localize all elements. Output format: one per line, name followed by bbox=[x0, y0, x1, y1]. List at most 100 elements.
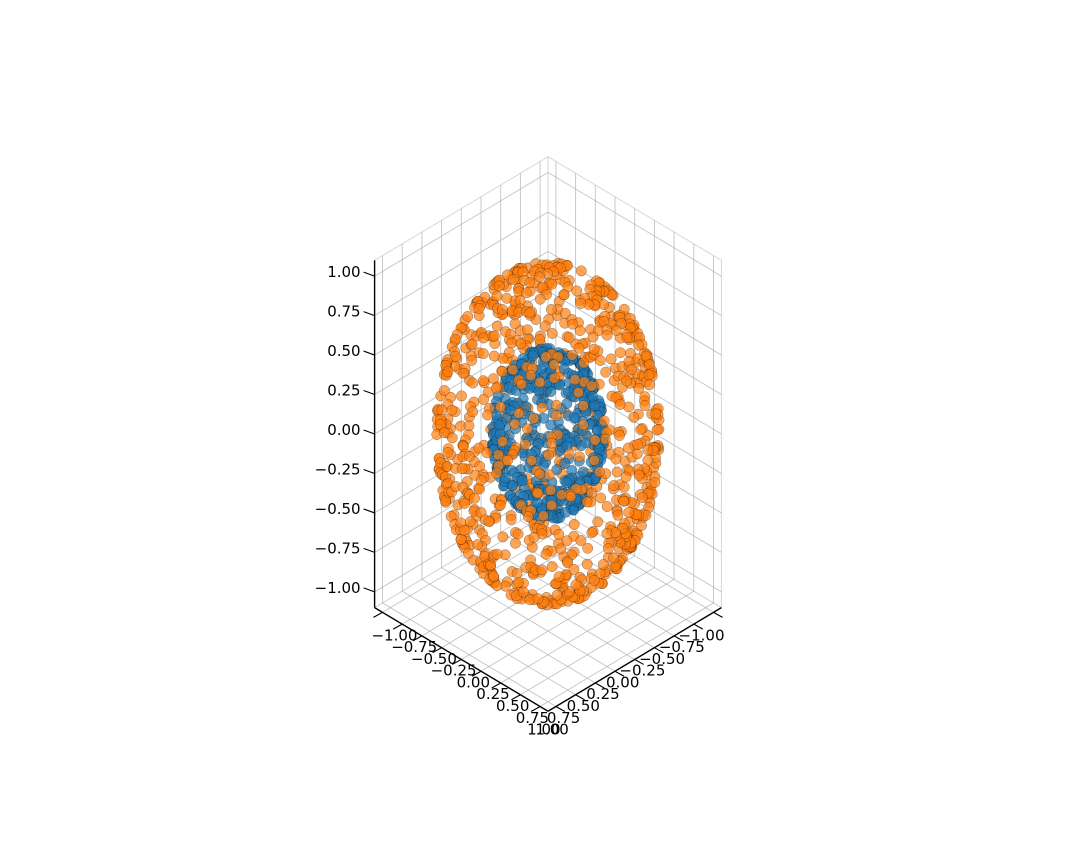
data-point-series-2 bbox=[551, 589, 563, 601]
data-point-series-2 bbox=[473, 303, 485, 314]
data-point-series-2 bbox=[643, 369, 655, 381]
data-point-series-2 bbox=[601, 329, 613, 341]
z-tick bbox=[363, 468, 375, 474]
data-point-series-2 bbox=[548, 359, 560, 371]
data-point-series-2 bbox=[563, 448, 575, 460]
data-point-series-2 bbox=[621, 375, 633, 387]
data-point-series-2 bbox=[628, 411, 640, 423]
data-point-series-2 bbox=[633, 382, 645, 394]
data-point-series-2 bbox=[522, 423, 533, 435]
data-point-series-2 bbox=[522, 324, 533, 336]
data-point-series-2 bbox=[635, 424, 647, 435]
data-point-series-2 bbox=[568, 564, 580, 575]
data-point-series-2 bbox=[559, 307, 571, 319]
data-point-series-2 bbox=[449, 350, 461, 362]
data-point-series-2 bbox=[563, 332, 575, 343]
data-point-series-2 bbox=[438, 385, 450, 396]
data-point-series-2 bbox=[601, 528, 613, 539]
data-point-series-2 bbox=[568, 519, 580, 530]
data-point-series-2 bbox=[636, 492, 648, 503]
data-point-series-2 bbox=[446, 432, 458, 444]
data-point-series-2 bbox=[644, 379, 656, 390]
data-point-series-2 bbox=[491, 548, 503, 560]
y-tick bbox=[452, 658, 462, 665]
data-point-series-1 bbox=[527, 350, 539, 362]
data-point-series-2 bbox=[573, 342, 585, 354]
y-tick bbox=[471, 670, 482, 677]
data-point-series-2 bbox=[593, 466, 605, 478]
data-point-series-2 bbox=[521, 287, 532, 299]
data-point-series-2 bbox=[464, 516, 476, 528]
data-point-series-2 bbox=[462, 547, 474, 559]
data-point-series-2 bbox=[466, 354, 478, 366]
z-tick-label: −0.50 bbox=[315, 500, 361, 518]
data-point-series-2 bbox=[482, 409, 493, 421]
data-point-series-2 bbox=[510, 537, 521, 549]
data-point-series-2 bbox=[520, 439, 531, 450]
data-point-series-2 bbox=[540, 351, 552, 363]
data-point-series-2 bbox=[600, 366, 612, 378]
y-tick-label: −0.25 bbox=[431, 662, 477, 680]
data-point-series-2 bbox=[558, 289, 570, 301]
y-tick bbox=[530, 706, 541, 713]
data-point-series-2 bbox=[532, 593, 544, 605]
data-point-series-2 bbox=[456, 390, 467, 402]
data-point-series-2 bbox=[595, 492, 607, 504]
data-point-series-2 bbox=[565, 491, 577, 502]
data-point-series-2 bbox=[599, 433, 611, 445]
data-point-series-2 bbox=[608, 552, 619, 564]
z-tick bbox=[363, 587, 375, 593]
data-point-series-2 bbox=[618, 481, 630, 493]
data-point-series-2 bbox=[475, 474, 487, 486]
data-point-series-2 bbox=[525, 369, 537, 381]
x-tick-label: 1.00 bbox=[527, 721, 560, 739]
data-point-series-2 bbox=[631, 448, 643, 460]
data-point-series-2 bbox=[553, 528, 565, 540]
data-point-series-2 bbox=[588, 343, 600, 355]
x-tick-label: 0.00 bbox=[606, 673, 639, 691]
data-point-series-2 bbox=[610, 453, 622, 465]
data-point-series-2 bbox=[495, 401, 506, 413]
data-point-series-2 bbox=[528, 531, 540, 543]
data-point-series-1 bbox=[568, 412, 580, 424]
data-point-series-2 bbox=[594, 355, 606, 366]
z-tick-label: −0.25 bbox=[315, 460, 361, 478]
data-point-series-1 bbox=[558, 363, 570, 375]
data-point-series-2 bbox=[573, 386, 584, 398]
data-point-series-2 bbox=[474, 460, 486, 472]
data-point-series-2 bbox=[512, 528, 524, 540]
data-point-series-2 bbox=[536, 564, 548, 576]
x-tick bbox=[673, 635, 684, 642]
data-point-series-2 bbox=[561, 535, 573, 547]
data-point-series-2 bbox=[586, 527, 598, 539]
data-point-series-2 bbox=[528, 412, 540, 424]
grid-z-left bbox=[547, 211, 722, 316]
data-point-series-2 bbox=[497, 436, 508, 447]
data-point-series-2 bbox=[481, 447, 493, 459]
y-tick-label: −1.00 bbox=[371, 626, 417, 644]
y-tick-label: 1.00 bbox=[535, 721, 568, 739]
data-point-series-2 bbox=[586, 487, 598, 499]
grid-z-right bbox=[374, 172, 549, 277]
data-point-series-2 bbox=[575, 298, 587, 309]
data-point-series-2 bbox=[516, 378, 527, 390]
data-point-series-2 bbox=[650, 408, 662, 420]
data-point-series-2 bbox=[621, 332, 633, 343]
data-point-series-2 bbox=[567, 318, 579, 330]
data-point-series-2 bbox=[488, 330, 500, 342]
data-point-series-2 bbox=[463, 420, 475, 432]
y-tick-label: 0.00 bbox=[457, 673, 490, 691]
data-point-series-2 bbox=[639, 400, 651, 411]
data-point-series-2 bbox=[597, 559, 609, 570]
data-point-series-2 bbox=[626, 363, 638, 375]
y-tick-label: 0.75 bbox=[516, 709, 549, 727]
data-point-series-2 bbox=[611, 466, 623, 478]
z-tick bbox=[363, 271, 375, 277]
y-tick-label: −0.50 bbox=[411, 650, 457, 668]
data-point-series-2 bbox=[472, 539, 484, 550]
data-point-series-2 bbox=[457, 367, 469, 379]
data-point-series-2 bbox=[578, 357, 590, 369]
data-point-series-2 bbox=[601, 501, 613, 512]
data-point-series-2 bbox=[636, 520, 647, 531]
